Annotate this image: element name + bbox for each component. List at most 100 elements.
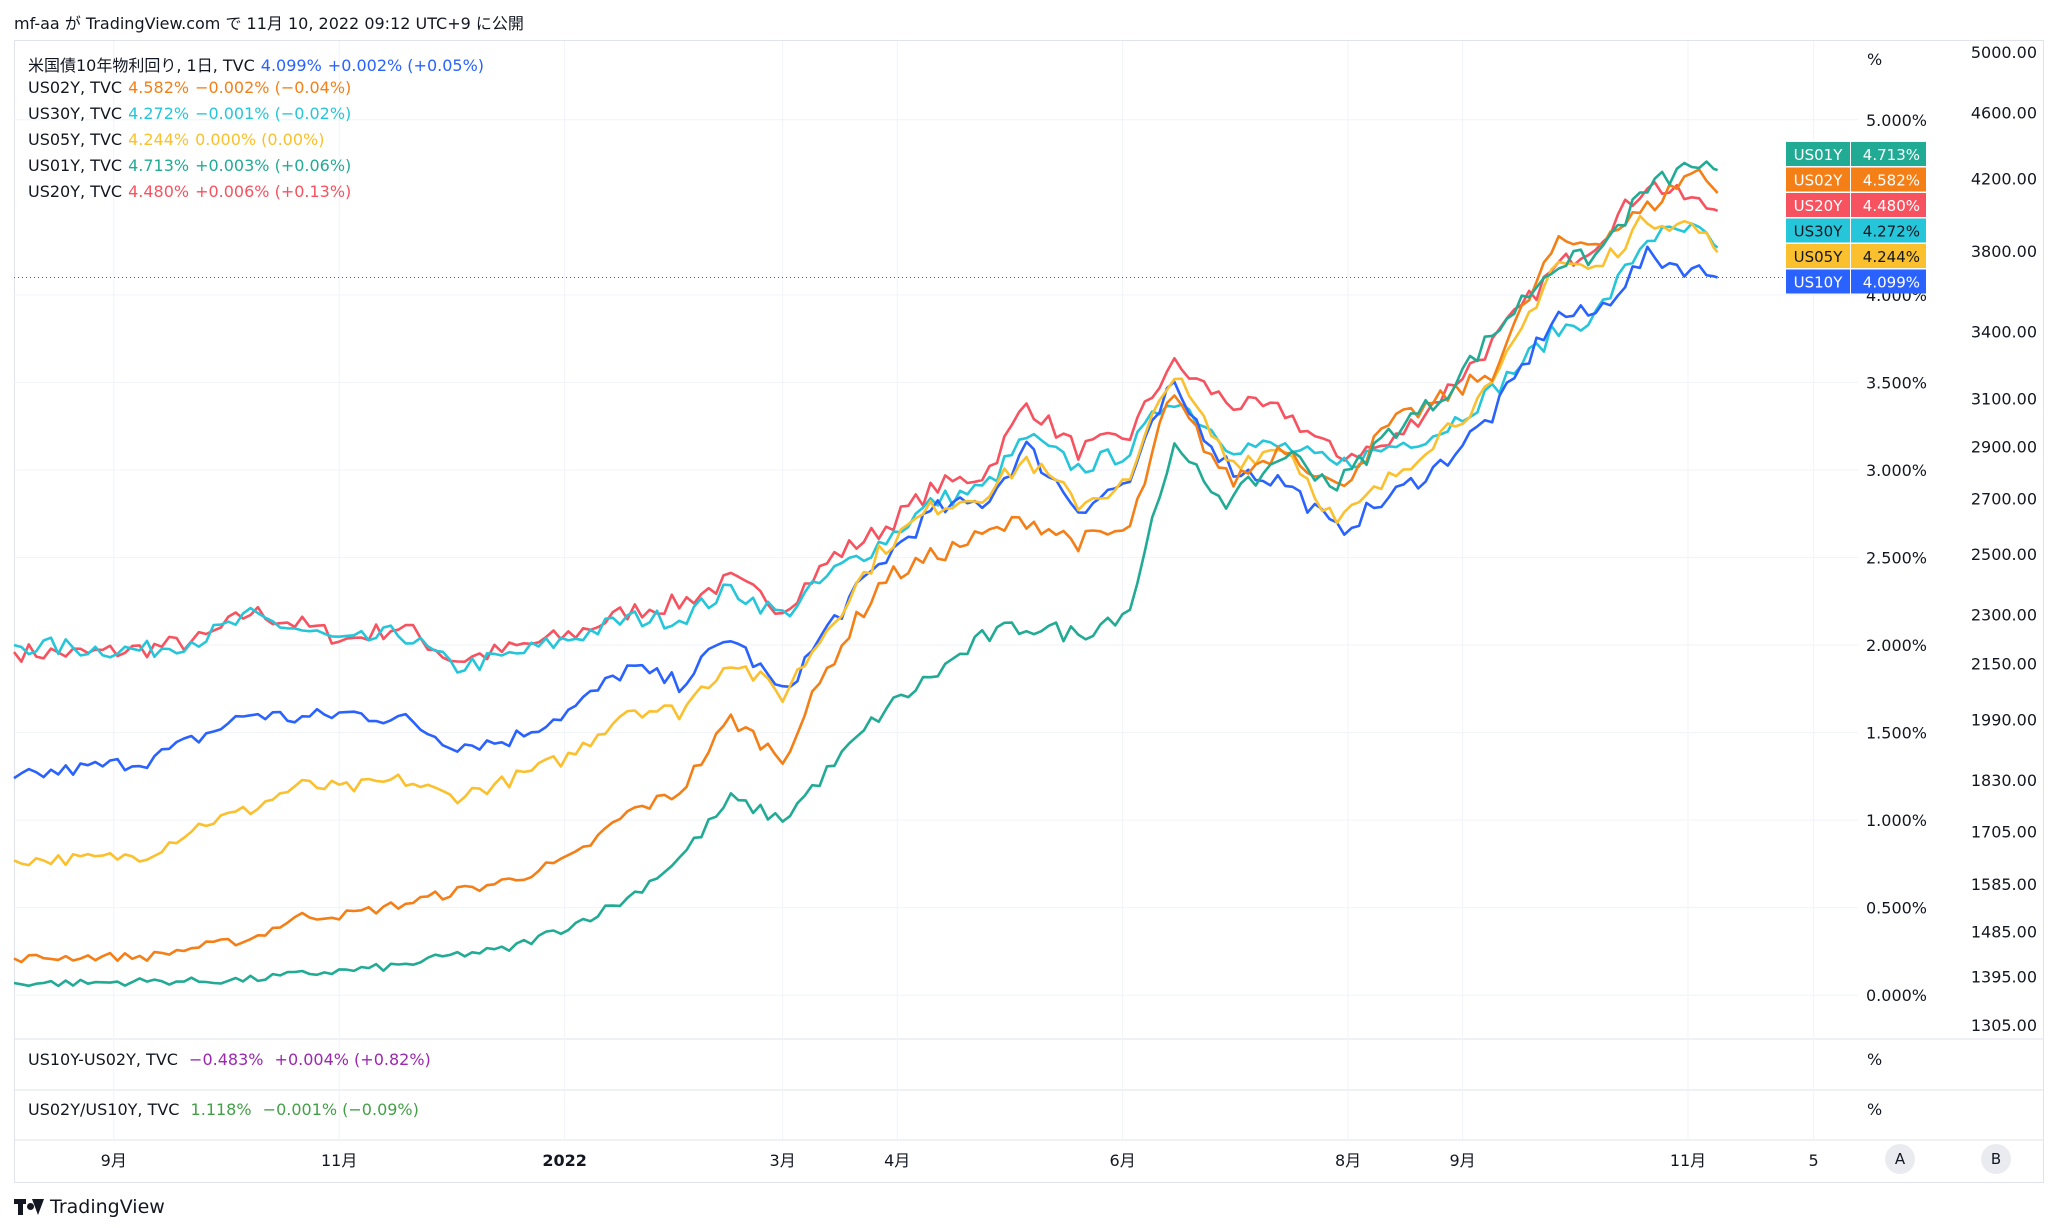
legend-row[interactable]: US30Y, TVC 4.272% −0.001% (−0.02%) bbox=[28, 104, 357, 123]
spread-pane-change: +0.004% (+0.82%) bbox=[274, 1050, 431, 1069]
footer-brand: TradingView bbox=[14, 1196, 165, 1218]
pct-tick-label: 2.000% bbox=[1866, 636, 1927, 655]
badge-layer: US01Y 4.713% US02Y 4.582% US20Y 4.480% US30Y 4.… bbox=[1786, 142, 1926, 294]
right-axis-tick-label: 4200.00 bbox=[1971, 169, 2037, 188]
badge-name-bg bbox=[1786, 167, 1850, 192]
badge-value-bg bbox=[1851, 167, 1926, 192]
series-line-us01y bbox=[13, 160, 1718, 988]
legend-change: +0.003% (+0.06%) bbox=[195, 156, 352, 175]
spread-pane-symbol: US10Y-US02Y, TVC bbox=[28, 1050, 178, 1069]
x-tick-label: 11月 bbox=[1670, 1151, 1706, 1170]
badge-value: 4.582% bbox=[1863, 172, 1920, 190]
legend-change: +0.002% (+0.05%) bbox=[327, 56, 485, 75]
x-tick-label: 2022 bbox=[542, 1151, 587, 1170]
x-tick-label: 8月 bbox=[1335, 1151, 1361, 1170]
right-axis-tick-label: 3800.00 bbox=[1971, 242, 2037, 261]
badge-name-bg bbox=[1786, 269, 1850, 294]
ratio-pane-value: 1.118% bbox=[190, 1100, 252, 1119]
spread-pane-unit: % bbox=[1867, 1050, 1883, 1069]
legend-row[interactable]: US20Y, TVC 4.480% +0.006% (+0.13%) bbox=[28, 182, 357, 201]
legend-symbol: 米国債10年物利回り, 1日, TVC bbox=[28, 56, 255, 75]
legend-value: 4.099% bbox=[260, 56, 322, 75]
right-axis-tick-label: 1395.00 bbox=[1971, 968, 2037, 987]
spread-pane-value: −0.483% bbox=[189, 1050, 264, 1069]
legend-symbol: US05Y, TVC bbox=[28, 130, 123, 149]
price-badge-us05y: US05Y 4.244% bbox=[1786, 244, 1926, 268]
badge-name: US30Y bbox=[1794, 223, 1844, 241]
right-axis-tick-label: 5000.00 bbox=[1971, 43, 2037, 62]
badge-value: 4.480% bbox=[1863, 197, 1920, 215]
chart-frame[interactable] bbox=[14, 40, 2044, 1183]
badge-name: US10Y bbox=[1794, 274, 1844, 292]
badge-value-bg bbox=[1851, 142, 1926, 166]
legend-change: +0.006% (+0.13%) bbox=[195, 182, 352, 201]
pct-tick-label: 0.500% bbox=[1866, 899, 1927, 918]
badge-name: US02Y bbox=[1794, 172, 1844, 190]
right-axis-tick-label: 1990.00 bbox=[1971, 710, 2037, 729]
badge-name-bg bbox=[1786, 142, 1850, 166]
pct-tick-label: 5.000% bbox=[1866, 111, 1927, 130]
series-line-us20y bbox=[12, 181, 1719, 663]
main-percent-unit: % bbox=[1867, 50, 1883, 69]
legend-change: 0.000% (0.00%) bbox=[195, 130, 325, 149]
publish-header: mf-aa が TradingView.com で 11月 10, 2022 0… bbox=[14, 10, 524, 34]
right-axis-tick-label: 1305.00 bbox=[1971, 1016, 2037, 1035]
badge-value-bg bbox=[1851, 218, 1926, 243]
right-axis-tick-label: 2700.00 bbox=[1971, 489, 2037, 508]
ratio-pane-legend: US02Y/US10Y, TVC 1.118% −0.001% (−0.09%) bbox=[28, 1100, 425, 1119]
auto-scale-button[interactable]: A bbox=[1885, 1144, 1915, 1174]
spread-pane-legend: US10Y-US02Y, TVC −0.483% +0.004% (+0.82%… bbox=[28, 1050, 437, 1069]
badge-value: 4.272% bbox=[1863, 223, 1920, 241]
badge-value-bg bbox=[1851, 193, 1926, 217]
price-badge-us02y: US02Y 4.582% bbox=[1786, 167, 1926, 192]
badge-name: US05Y bbox=[1794, 248, 1844, 266]
legend-symbol: US30Y, TVC bbox=[28, 104, 123, 123]
legend-row[interactable]: 米国債10年物利回り, 1日, TVC 4.099% +0.002% (+0.05%… bbox=[28, 52, 490, 76]
tradingview-logo-icon bbox=[14, 1197, 44, 1217]
pct-tick-label: 1.500% bbox=[1866, 724, 1927, 743]
right-axis-tick-label: 3100.00 bbox=[1971, 389, 2037, 408]
legend-symbol: US02Y, TVC bbox=[28, 78, 123, 97]
legend-row[interactable]: US02Y, TVC 4.582% −0.002% (−0.04%) bbox=[28, 78, 357, 97]
legend-value: 4.244% bbox=[128, 130, 190, 149]
pct-tick-label: 1.000% bbox=[1866, 811, 1927, 830]
legend-row[interactable]: US05Y, TVC 4.244% 0.000% (0.00%) bbox=[28, 130, 330, 149]
badge-name: US01Y bbox=[1794, 146, 1844, 164]
pct-tick-label: 3.000% bbox=[1866, 461, 1927, 480]
price-badge-us10y: US10Y 4.099% bbox=[1786, 269, 1926, 294]
x-tick-label: 6月 bbox=[1110, 1151, 1136, 1170]
legend-change: −0.002% (−0.04%) bbox=[195, 78, 352, 97]
series-line-us05y bbox=[13, 214, 1719, 867]
pct-tick-label: 2.500% bbox=[1866, 549, 1927, 568]
price-badge-us30y: US30Y 4.272% bbox=[1786, 218, 1926, 243]
legend-value: 4.480% bbox=[128, 182, 190, 201]
pct-tick-label: 3.500% bbox=[1866, 373, 1927, 392]
footer-brand-text: TradingView bbox=[50, 1196, 165, 1218]
x-tick-label: 9月 bbox=[101, 1151, 127, 1170]
legend-value: 4.272% bbox=[128, 104, 190, 123]
extra-scale-button[interactable]: B bbox=[1981, 1144, 2011, 1174]
series-line-us30y bbox=[13, 222, 1719, 674]
legend-change: −0.001% (−0.02%) bbox=[195, 104, 352, 123]
right-axis-tick-label: 2500.00 bbox=[1971, 545, 2037, 564]
x-tick-label: 3月 bbox=[770, 1151, 796, 1170]
badge-value-bg bbox=[1851, 269, 1926, 294]
series-line-us02y bbox=[13, 168, 1719, 964]
legend-row[interactable]: US01Y, TVC 4.713% +0.003% (+0.06%) bbox=[28, 156, 357, 175]
right-axis-tick-label: 4600.00 bbox=[1971, 103, 2037, 122]
right-axis-tick-label: 1485.00 bbox=[1971, 922, 2037, 941]
series-line-us10y bbox=[13, 245, 1719, 780]
pct-tick-label: 0.000% bbox=[1866, 986, 1927, 1005]
price-badge-us01y: US01Y 4.713% bbox=[1786, 142, 1926, 166]
right-axis-tick-label: 1585.00 bbox=[1971, 875, 2037, 894]
x-tick-label: 9月 bbox=[1449, 1151, 1475, 1170]
badge-value: 4.713% bbox=[1863, 146, 1920, 164]
badge-name-bg bbox=[1786, 244, 1850, 268]
x-tick-label: 5 bbox=[1809, 1151, 1819, 1170]
right-axis-tick-label: 3400.00 bbox=[1971, 322, 2037, 341]
legend-value: 4.582% bbox=[128, 78, 190, 97]
legend-symbol: US20Y, TVC bbox=[28, 182, 123, 201]
series-layer bbox=[12, 160, 1719, 988]
badge-name: US20Y bbox=[1794, 197, 1844, 215]
